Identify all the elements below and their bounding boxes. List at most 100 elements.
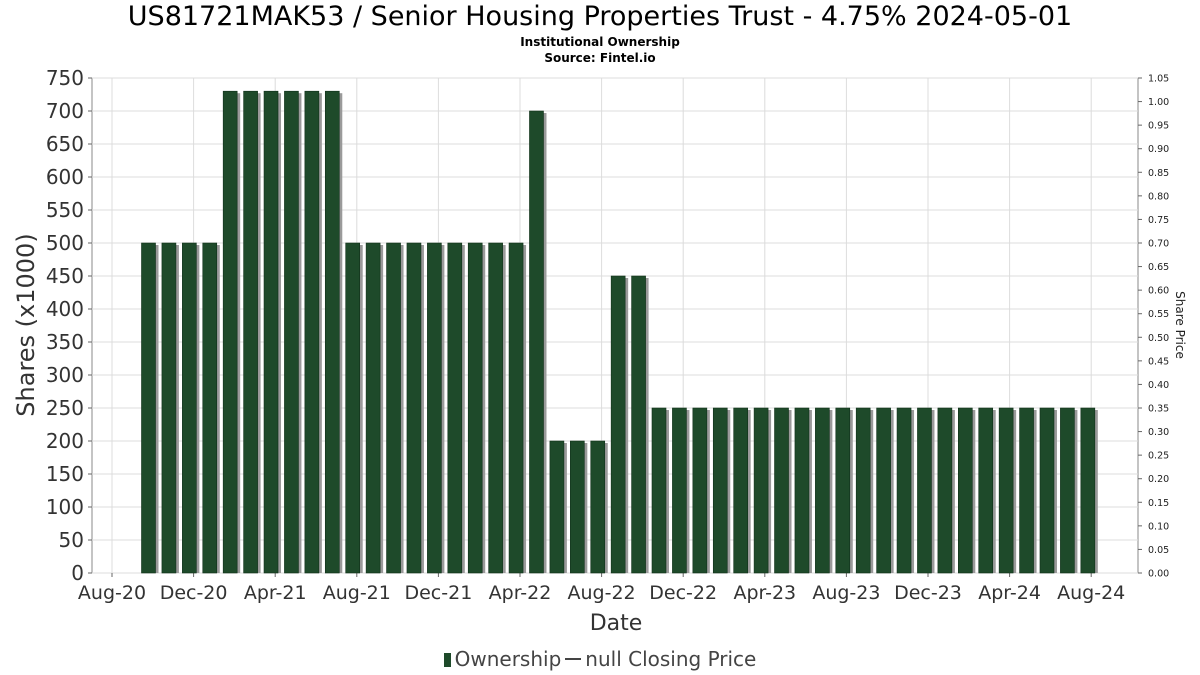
ownership-bar	[774, 407, 789, 574]
y-tick-label: 350	[46, 330, 84, 354]
y2-tick-label: 0.25	[1148, 451, 1169, 462]
ownership-bar	[406, 242, 422, 574]
ownership-bar	[733, 407, 748, 574]
ownership-bar	[263, 90, 279, 574]
y-tick-label: 700	[46, 99, 84, 123]
y2-tick-label: 0.90	[1148, 144, 1169, 155]
ownership-bar	[794, 407, 810, 574]
ownership-bar	[1039, 407, 1055, 574]
ownership-bar	[365, 242, 381, 574]
ownership-bar	[549, 440, 565, 574]
ownership-bar	[672, 407, 687, 574]
y2-axis-title: Share Price	[1173, 291, 1187, 359]
y2-tick-label: 0.85	[1148, 168, 1169, 179]
ownership-bar	[447, 242, 463, 574]
ownership-bar	[386, 242, 401, 574]
x-tick-label: Aug-21	[323, 582, 391, 604]
ownership-bar	[712, 407, 728, 574]
chart-legend: Ownership null Closing Price	[0, 647, 1200, 671]
chart-subtitle: Institutional Ownership	[520, 35, 680, 49]
ownership-bar	[304, 90, 320, 574]
ownership-bar	[692, 407, 708, 574]
closing-price-legend-line	[565, 658, 582, 660]
ownership-bar	[610, 275, 626, 574]
x-tick-label: Aug-24	[1057, 582, 1125, 604]
y-tick-label: 0	[71, 561, 84, 585]
ownership-bar	[467, 242, 483, 574]
ownership-bar	[876, 407, 891, 574]
y2-tick-label: 0.35	[1148, 404, 1169, 415]
x-tick-label: Apr-21	[244, 582, 307, 604]
y2-tick-label: 0.05	[1148, 545, 1169, 556]
y-tick-label: 650	[46, 132, 84, 156]
ownership-legend-swatch	[443, 653, 451, 667]
y-tick-label: 450	[46, 264, 84, 288]
x-tick-label: Aug-20	[78, 582, 146, 604]
y2-tick-label: 0.30	[1148, 427, 1169, 438]
x-tick-label: Apr-23	[733, 582, 796, 604]
y-axis-title: Shares (x1000)	[12, 233, 40, 416]
y2-tick-label: 0.20	[1148, 474, 1169, 485]
y-tick-label: 50	[59, 528, 84, 552]
ownership-bar	[570, 440, 585, 574]
ownership-bar	[815, 407, 830, 574]
ownership-bar	[1080, 407, 1096, 574]
x-tick-label: Apr-22	[489, 582, 552, 604]
x-tick-label: Aug-22	[568, 582, 636, 604]
y2-tick-label: 0.15	[1148, 498, 1169, 509]
y2-tick-label: 1.00	[1148, 97, 1169, 108]
y2-tick-label: 0.70	[1148, 239, 1169, 250]
ownership-bar	[284, 90, 299, 574]
ownership-bar	[896, 407, 912, 574]
x-axis-title: Date	[590, 611, 643, 636]
chart-title: US81721MAK53 / Senior Housing Properties…	[127, 1, 1073, 32]
y2-tick-label: 0.00	[1148, 569, 1169, 580]
ownership-bar	[427, 242, 442, 574]
closing-price-legend-label: null Closing Price	[585, 647, 757, 671]
ownership-bar	[182, 242, 197, 574]
ownership-bar	[590, 440, 606, 574]
y-tick-label: 500	[46, 231, 84, 255]
x-tick-label: Aug-23	[812, 582, 880, 604]
y2-tick-label: 0.75	[1148, 215, 1169, 226]
ownership-bar	[957, 407, 973, 574]
ownership-bar	[937, 407, 953, 574]
y2-tick-label: 0.60	[1148, 286, 1169, 297]
ownership-legend-label: Ownership	[454, 647, 562, 671]
x-tick-label: Dec-22	[649, 582, 717, 604]
ownership-bar	[998, 407, 1014, 574]
ownership-bar	[161, 242, 177, 574]
y2-tick-label: 0.40	[1148, 380, 1169, 391]
x-tick-label: Dec-21	[404, 582, 472, 604]
y2-tick-label: 0.80	[1148, 191, 1169, 202]
ownership-bar	[345, 242, 361, 574]
ownership-bar	[753, 407, 769, 574]
ownership-bar	[141, 242, 156, 574]
y2-tick-label: 0.45	[1148, 356, 1169, 367]
x-tick-label: Dec-23	[894, 582, 962, 604]
ownership-bar	[978, 407, 994, 574]
ownership-bar	[324, 90, 340, 574]
y2-tick-label: 0.10	[1148, 521, 1169, 532]
ownership-bar	[222, 90, 238, 574]
y2-tick-label: 0.95	[1148, 121, 1169, 132]
ownership-bar	[1019, 407, 1034, 574]
ownership-bar	[917, 407, 932, 574]
y-tick-label: 150	[46, 462, 84, 486]
y-tick-label: 100	[46, 495, 84, 519]
y-tick-label: 400	[46, 297, 84, 321]
ownership-bar	[1060, 407, 1075, 574]
y-tick-label: 750	[46, 66, 84, 90]
ownership-bar	[243, 90, 258, 574]
ownership-bar	[631, 275, 646, 574]
y2-tick-label: 0.55	[1148, 309, 1169, 320]
y-tick-label: 600	[46, 165, 84, 189]
y-tick-label: 250	[46, 396, 84, 420]
chart-source: Source: Fintel.io	[544, 51, 656, 65]
ownership-bar	[651, 407, 667, 574]
ownership-bar	[855, 407, 871, 574]
y-tick-label: 300	[46, 363, 84, 387]
ownership-bar	[529, 110, 544, 574]
ownership-bar	[508, 242, 524, 574]
